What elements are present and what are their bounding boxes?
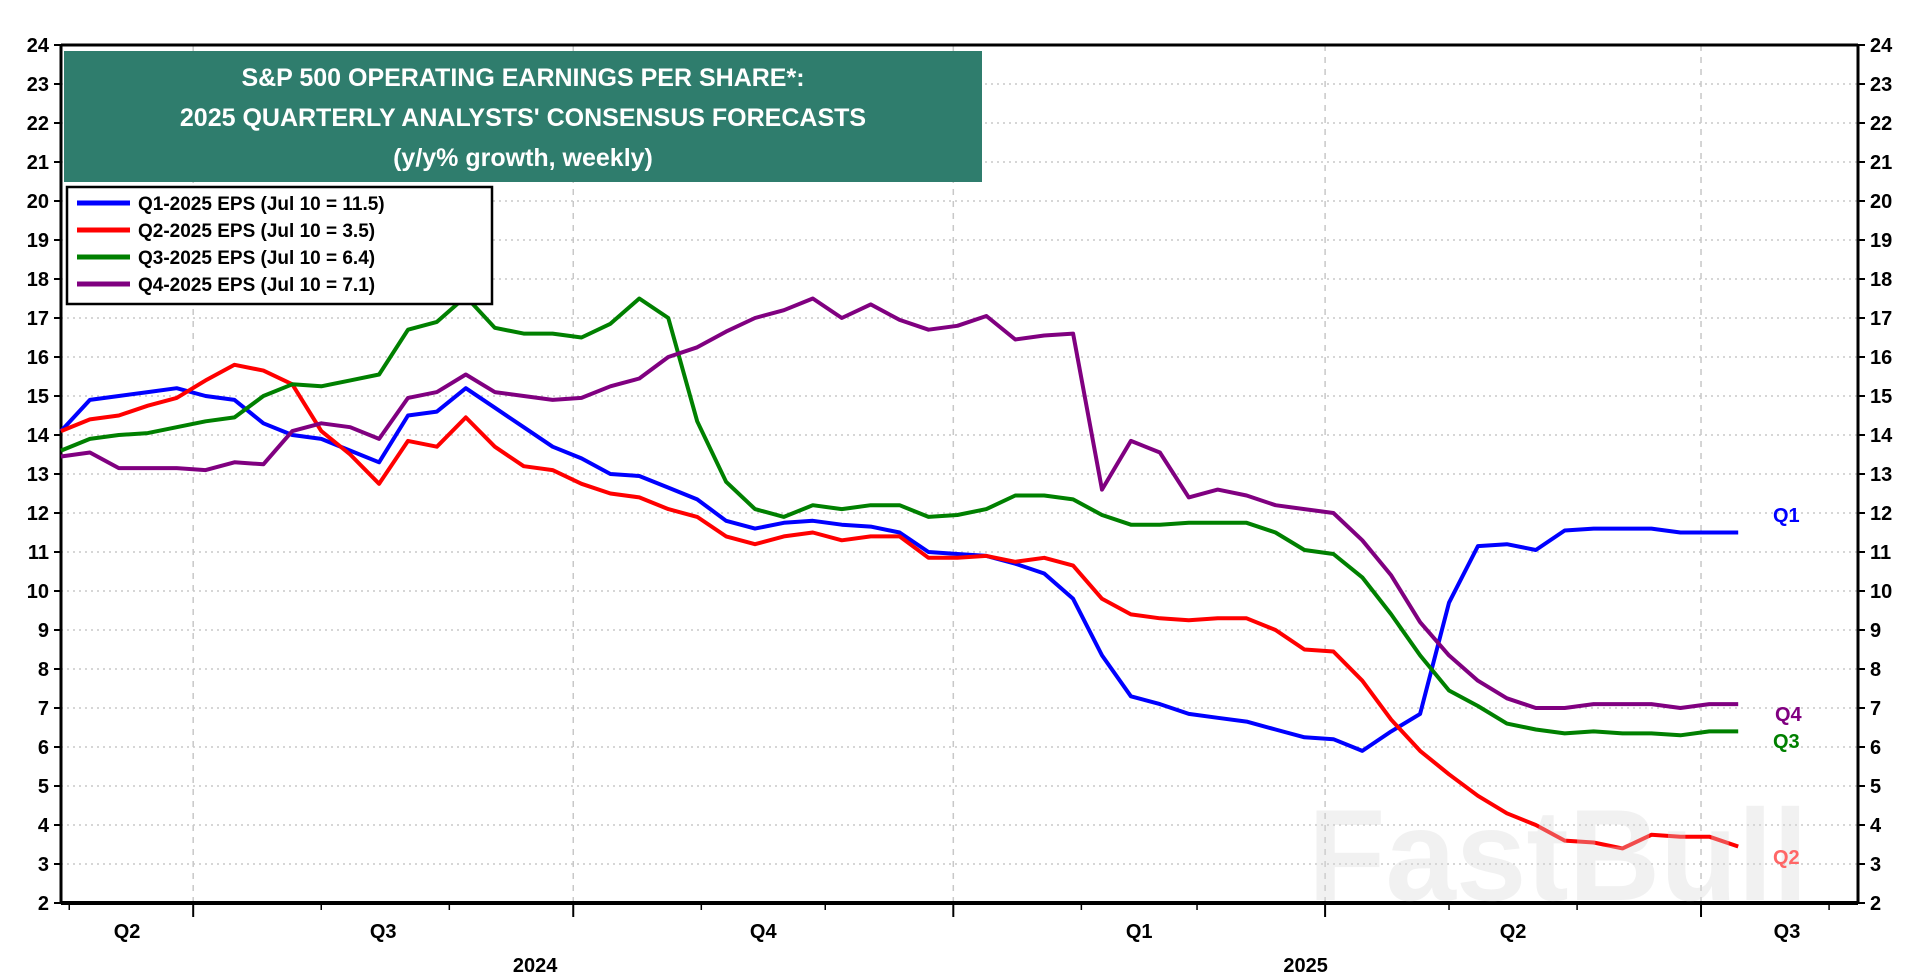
y-tick-label-right: 3 <box>1870 854 1881 876</box>
y-tick-label-left: 12 <box>27 503 49 525</box>
x-quarter-label: Q2 <box>114 921 141 943</box>
y-tick-label-left: 21 <box>27 152 49 174</box>
y-tick-label-left: 23 <box>27 74 49 96</box>
y-tick-label-right: 21 <box>1870 152 1892 174</box>
y-tick-label-right: 9 <box>1870 620 1881 642</box>
y-tick-label-right: 17 <box>1870 308 1892 330</box>
y-tick-label-right: 24 <box>1870 35 1893 57</box>
y-tick-label-right: 19 <box>1870 230 1892 252</box>
y-tick-label-right: 14 <box>1870 425 1893 447</box>
x-year-label: 2024 <box>513 955 558 975</box>
y-tick-label-right: 11 <box>1870 542 1891 564</box>
x-quarter-label: Q1 <box>1126 921 1153 943</box>
x-quarter-label: Q3 <box>370 921 397 943</box>
y-tick-label-right: 2 <box>1870 893 1881 915</box>
series-line-q3 <box>60 294 1739 738</box>
y-tick-label-right: 12 <box>1870 503 1892 525</box>
y-tick-label-right: 5 <box>1870 776 1881 798</box>
y-tick-label-left: 20 <box>27 191 49 213</box>
end-label-q3: Q3 <box>1773 731 1800 753</box>
title-line-2: 2025 QUARTERLY ANALYSTS' CONSENSUS FOREC… <box>180 104 866 132</box>
y-tick-label-right: 23 <box>1870 74 1892 96</box>
series-line-q1 <box>59 386 1739 753</box>
title-box: S&P 500 OPERATING EARNINGS PER SHARE*: 2… <box>64 51 982 182</box>
y-tick-label-right: 6 <box>1870 737 1881 759</box>
legend: Q1-2025 EPS (Jul 10 = 11.5) Q2-2025 EPS … <box>65 185 494 306</box>
x-quarter-label: Q3 <box>1774 921 1801 943</box>
y-tick-label-left: 7 <box>38 698 49 720</box>
legend-entry-q3: Q3-2025 EPS (Jul 10 = 6.4) <box>138 248 375 269</box>
watermark-fastbull: FastBull <box>1308 782 1808 928</box>
legend-entry-q4: Q4-2025 EPS (Jul 10 = 7.1) <box>138 275 375 296</box>
y-tick-label-left: 3 <box>38 854 49 876</box>
y-tick-label-left: 5 <box>38 776 49 798</box>
y-tick-label-right: 7 <box>1870 698 1881 720</box>
title-line-3: (y/y% growth, weekly) <box>393 144 653 172</box>
y-tick-label-right: 4 <box>1870 815 1882 837</box>
y-tick-label-right: 10 <box>1870 581 1892 603</box>
y-tick-label-right: 20 <box>1870 191 1892 213</box>
x-year-label: 2025 <box>1283 955 1328 975</box>
y-tick-label-left: 22 <box>27 113 49 135</box>
y-tick-label-left: 6 <box>38 737 49 759</box>
y-tick-label-left: 4 <box>38 815 50 837</box>
y-tick-label-left: 11 <box>28 542 49 564</box>
legend-entry-q1: Q1-2025 EPS (Jul 10 = 11.5) <box>138 194 385 215</box>
y-tick-label-right: 16 <box>1870 347 1892 369</box>
y-tick-label-right: 18 <box>1870 269 1892 291</box>
end-label-q1: Q1 <box>1773 505 1800 527</box>
y-tick-label-left: 17 <box>27 308 49 330</box>
x-quarter-label: Q2 <box>1500 921 1527 943</box>
end-label-q2: Q2 <box>1773 847 1800 869</box>
y-tick-label-left: 9 <box>38 620 49 642</box>
y-tick-label-left: 24 <box>27 35 50 57</box>
y-tick-label-right: 15 <box>1870 386 1892 408</box>
y-tick-label-left: 13 <box>27 464 49 486</box>
y-tick-label-left: 2 <box>38 893 49 915</box>
y-tick-label-left: 18 <box>27 269 49 291</box>
y-tick-label-left: 19 <box>27 230 49 252</box>
y-tick-label-left: 8 <box>38 659 49 681</box>
y-tick-label-left: 14 <box>27 425 50 447</box>
series-lines <box>59 294 1739 851</box>
end-labels: Q1 Q4 Q3 Q2 <box>1773 505 1803 869</box>
y-tick-label-left: 10 <box>27 581 49 603</box>
legend-entry-q2: Q2-2025 EPS (Jul 10 = 3.5) <box>138 221 375 242</box>
y-tick-label-left: 15 <box>27 386 49 408</box>
end-label-q4: Q4 <box>1775 704 1803 726</box>
y-tick-label-left: 16 <box>27 347 49 369</box>
y-tick-label-right: 22 <box>1870 113 1892 135</box>
x-quarter-label: Q4 <box>750 921 778 943</box>
y-tick-label-right: 13 <box>1870 464 1892 486</box>
title-line-1: S&P 500 OPERATING EARNINGS PER SHARE*: <box>241 64 804 92</box>
y-tick-label-right: 8 <box>1870 659 1881 681</box>
